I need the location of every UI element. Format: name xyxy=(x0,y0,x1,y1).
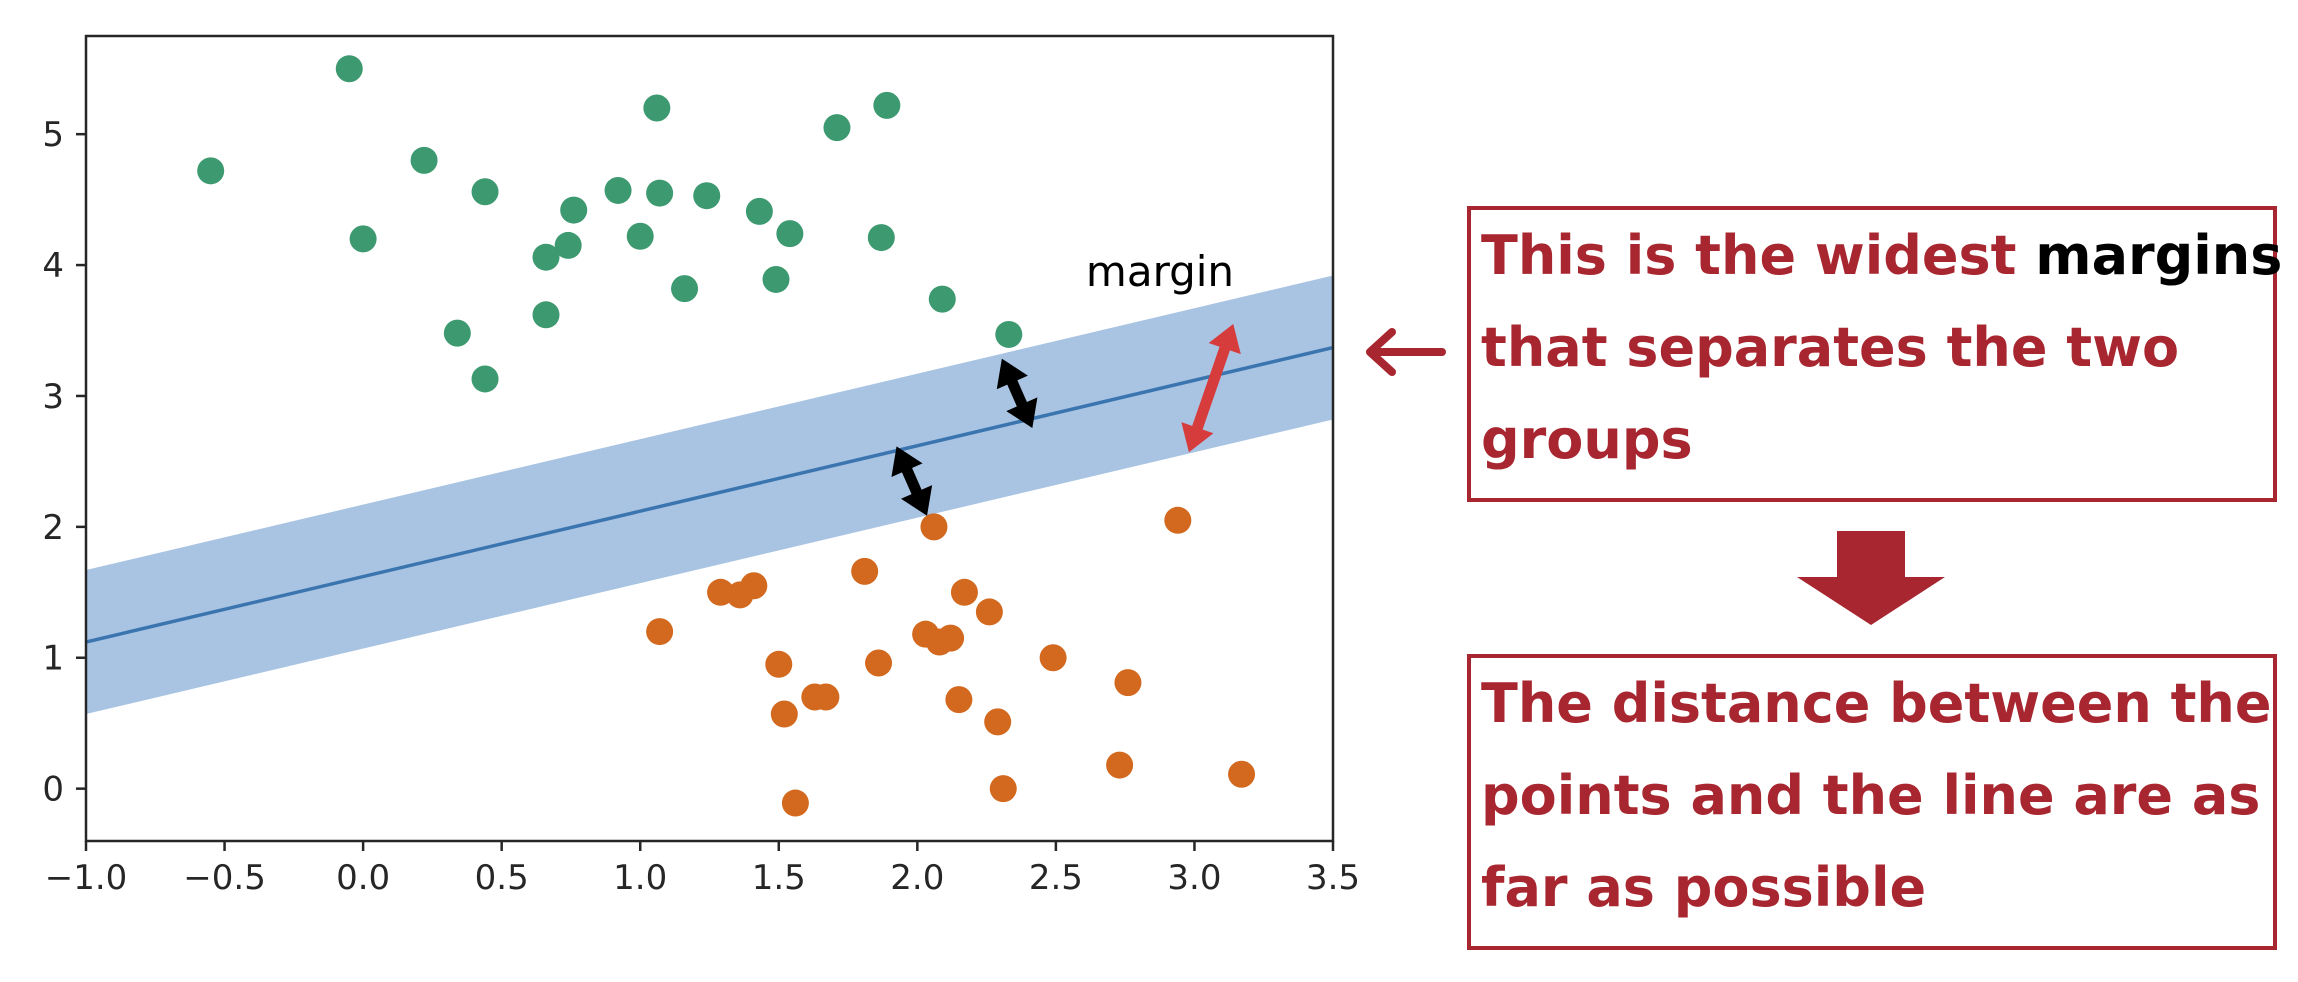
x-tick-label: −1.0 xyxy=(45,858,128,898)
point-class-a xyxy=(646,179,674,207)
point-class-b xyxy=(765,650,793,678)
point-class-a xyxy=(762,265,790,293)
y-tick-label: 5 xyxy=(42,115,64,155)
point-class-b xyxy=(920,513,948,541)
x-tick-label: 1.5 xyxy=(752,858,806,898)
point-class-b xyxy=(950,578,978,606)
decision-line xyxy=(86,345,1333,644)
point-class-a xyxy=(560,196,588,224)
points-layer xyxy=(197,55,1256,817)
point-class-a xyxy=(643,94,671,122)
point-class-a xyxy=(928,285,956,313)
margin-label: margin xyxy=(1086,247,1234,296)
point-class-a xyxy=(349,225,377,253)
point-class-a xyxy=(626,222,654,250)
x-tick-label: 0.5 xyxy=(475,858,529,898)
point-class-b xyxy=(937,624,965,652)
point-class-a xyxy=(443,319,471,347)
note-line: This is the widest margins xyxy=(1481,210,2282,302)
x-tick-label: 1.0 xyxy=(613,858,667,898)
point-class-b xyxy=(770,700,798,728)
point-class-b xyxy=(851,557,879,585)
margin-arrow-icon xyxy=(1181,323,1241,453)
point-class-b xyxy=(740,572,768,600)
x-tick-label: 0.0 xyxy=(336,858,390,898)
point-class-b xyxy=(989,775,1017,803)
note-text: This is the widest xyxy=(1481,224,2036,287)
point-class-a xyxy=(532,243,560,271)
point-class-a xyxy=(671,275,699,303)
point-class-a xyxy=(554,231,582,259)
note-distance: The distance between the points and the … xyxy=(1467,654,2277,950)
point-class-b xyxy=(1106,751,1134,779)
y-tick-label: 4 xyxy=(42,246,64,286)
note-line: The distance between the xyxy=(1481,672,2272,735)
y-tick-label: 3 xyxy=(42,377,64,417)
point-class-b xyxy=(646,618,674,646)
point-class-a xyxy=(604,176,632,204)
point-class-a xyxy=(776,220,804,248)
point-class-b xyxy=(1228,760,1256,788)
y-tick-label: 2 xyxy=(42,508,64,548)
x-tick-label: −0.5 xyxy=(183,858,266,898)
arrow-left-icon xyxy=(1366,328,1446,376)
note-line: that separates the two xyxy=(1481,316,2180,379)
point-class-b xyxy=(781,789,809,817)
point-class-a xyxy=(693,182,721,210)
point-class-a xyxy=(532,301,560,329)
double-arrow-icon xyxy=(996,358,1038,429)
point-class-a xyxy=(471,365,499,393)
y-tick-label: 0 xyxy=(42,770,64,810)
x-tick-label: 3.5 xyxy=(1306,858,1360,898)
note-widest-margin: This is the widest margins that separate… xyxy=(1467,206,2282,502)
point-class-b xyxy=(984,708,1012,736)
x-tick-label: 3.0 xyxy=(1167,858,1221,898)
y-tick-label: 1 xyxy=(42,639,64,679)
point-class-b xyxy=(812,683,840,711)
point-class-a xyxy=(471,178,499,206)
plot-area xyxy=(86,55,1333,817)
x-tick-label: 2.0 xyxy=(890,858,944,898)
point-class-a xyxy=(995,320,1023,348)
plot-frame xyxy=(84,34,1335,843)
point-class-b xyxy=(865,649,893,677)
point-class-a xyxy=(873,91,901,119)
point-class-a xyxy=(823,114,851,142)
double-arrow-icon xyxy=(891,446,933,516)
arrows-layer xyxy=(891,323,1241,516)
point-class-b xyxy=(975,598,1003,626)
note-line: points and the line are as xyxy=(1481,764,2261,827)
y-axis: 0 1 2 3 4 5 xyxy=(42,115,86,810)
note-line: groups xyxy=(1481,408,1693,471)
point-class-b xyxy=(1114,669,1142,697)
point-class-a xyxy=(410,146,438,174)
scatter-chart: −1.0 −0.5 0.0 0.5 1.0 1.5 2.0 2.5 3.0 3.5 012345 … xyxy=(42,34,1446,898)
arrow-down-icon xyxy=(1797,531,1945,625)
point-class-a xyxy=(335,55,363,83)
point-class-b xyxy=(945,686,973,714)
note-emphasis: margins xyxy=(2035,224,2283,287)
point-class-a xyxy=(867,224,895,252)
point-class-a xyxy=(745,197,773,225)
x-tick-label: 2.5 xyxy=(1029,858,1083,898)
point-class-a xyxy=(197,157,225,185)
note-line: far as possible xyxy=(1481,856,1927,919)
point-class-b xyxy=(1039,644,1067,672)
point-class-b xyxy=(1164,506,1192,534)
x-axis: −1.0 −0.5 0.0 0.5 1.0 1.5 2.0 2.5 3.0 3.5 xyxy=(45,841,1360,898)
